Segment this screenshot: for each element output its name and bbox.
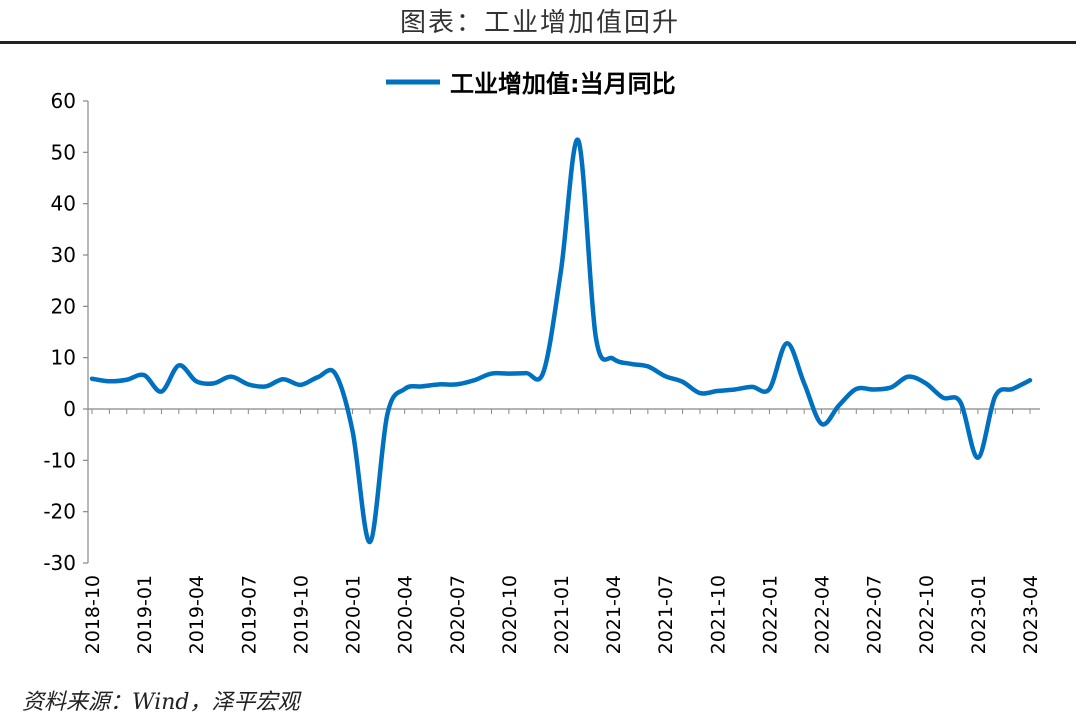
x-axis: 2018-10 2019-01 2019-04 2019-07 2019-10 2020-…	[82, 408, 1042, 654]
y-tick-label: 20	[51, 294, 76, 318]
x-tick-label: 2021-07	[655, 575, 677, 654]
x-tick-label: 2023-04	[1020, 575, 1042, 654]
y-axis: -30 -20 -10 0 10 20 30 40 50 60	[43, 89, 89, 575]
y-tick-label: 40	[51, 192, 76, 216]
y-tick-label: -10	[43, 448, 76, 472]
y-tick-label: 60	[51, 89, 76, 113]
title-divider	[0, 41, 1076, 44]
x-tick-label: 2022-04	[812, 575, 834, 654]
y-tick-label: 30	[51, 243, 76, 267]
page-title: 图表：工业增加值回升	[399, 8, 680, 38]
x-tick-label: 2023-01	[968, 575, 990, 654]
x-tick-label: 2020-04	[395, 575, 417, 654]
x-tick-label: 2020-10	[499, 575, 521, 654]
x-tick-label: 2022-10	[916, 575, 938, 654]
x-tick-label: 2020-01	[343, 575, 365, 654]
legend-label: 工业增加值:当月同比	[450, 70, 676, 98]
x-tick-label: 2020-07	[447, 575, 469, 654]
series-group	[89, 137, 1033, 545]
legend: 工业增加值:当月同比	[386, 70, 676, 98]
x-tick-label: 2018-10	[82, 575, 104, 654]
x-tick-label: 2022-01	[759, 575, 781, 654]
x-tick-label: 2021-01	[551, 575, 573, 654]
series-line	[89, 137, 1033, 545]
y-tick-label: -20	[43, 500, 76, 524]
y-tick-label: -30	[43, 551, 76, 575]
x-tick-label: 2019-07	[238, 575, 260, 654]
x-tick-label: 2021-04	[603, 575, 625, 654]
y-tick-label: 0	[63, 397, 76, 421]
x-tick-label: 2019-10	[290, 575, 312, 654]
source-note: 资料来源：Wind，泽平宏观	[22, 690, 300, 715]
y-tick-label: 50	[51, 140, 76, 164]
x-tick-label: 2019-04	[186, 575, 208, 654]
y-tick-label: 10	[51, 346, 76, 370]
x-tick-label: 2019-01	[134, 575, 156, 654]
x-tick-label: 2022-07	[864, 575, 886, 654]
x-tick-label: 2021-10	[707, 575, 729, 654]
